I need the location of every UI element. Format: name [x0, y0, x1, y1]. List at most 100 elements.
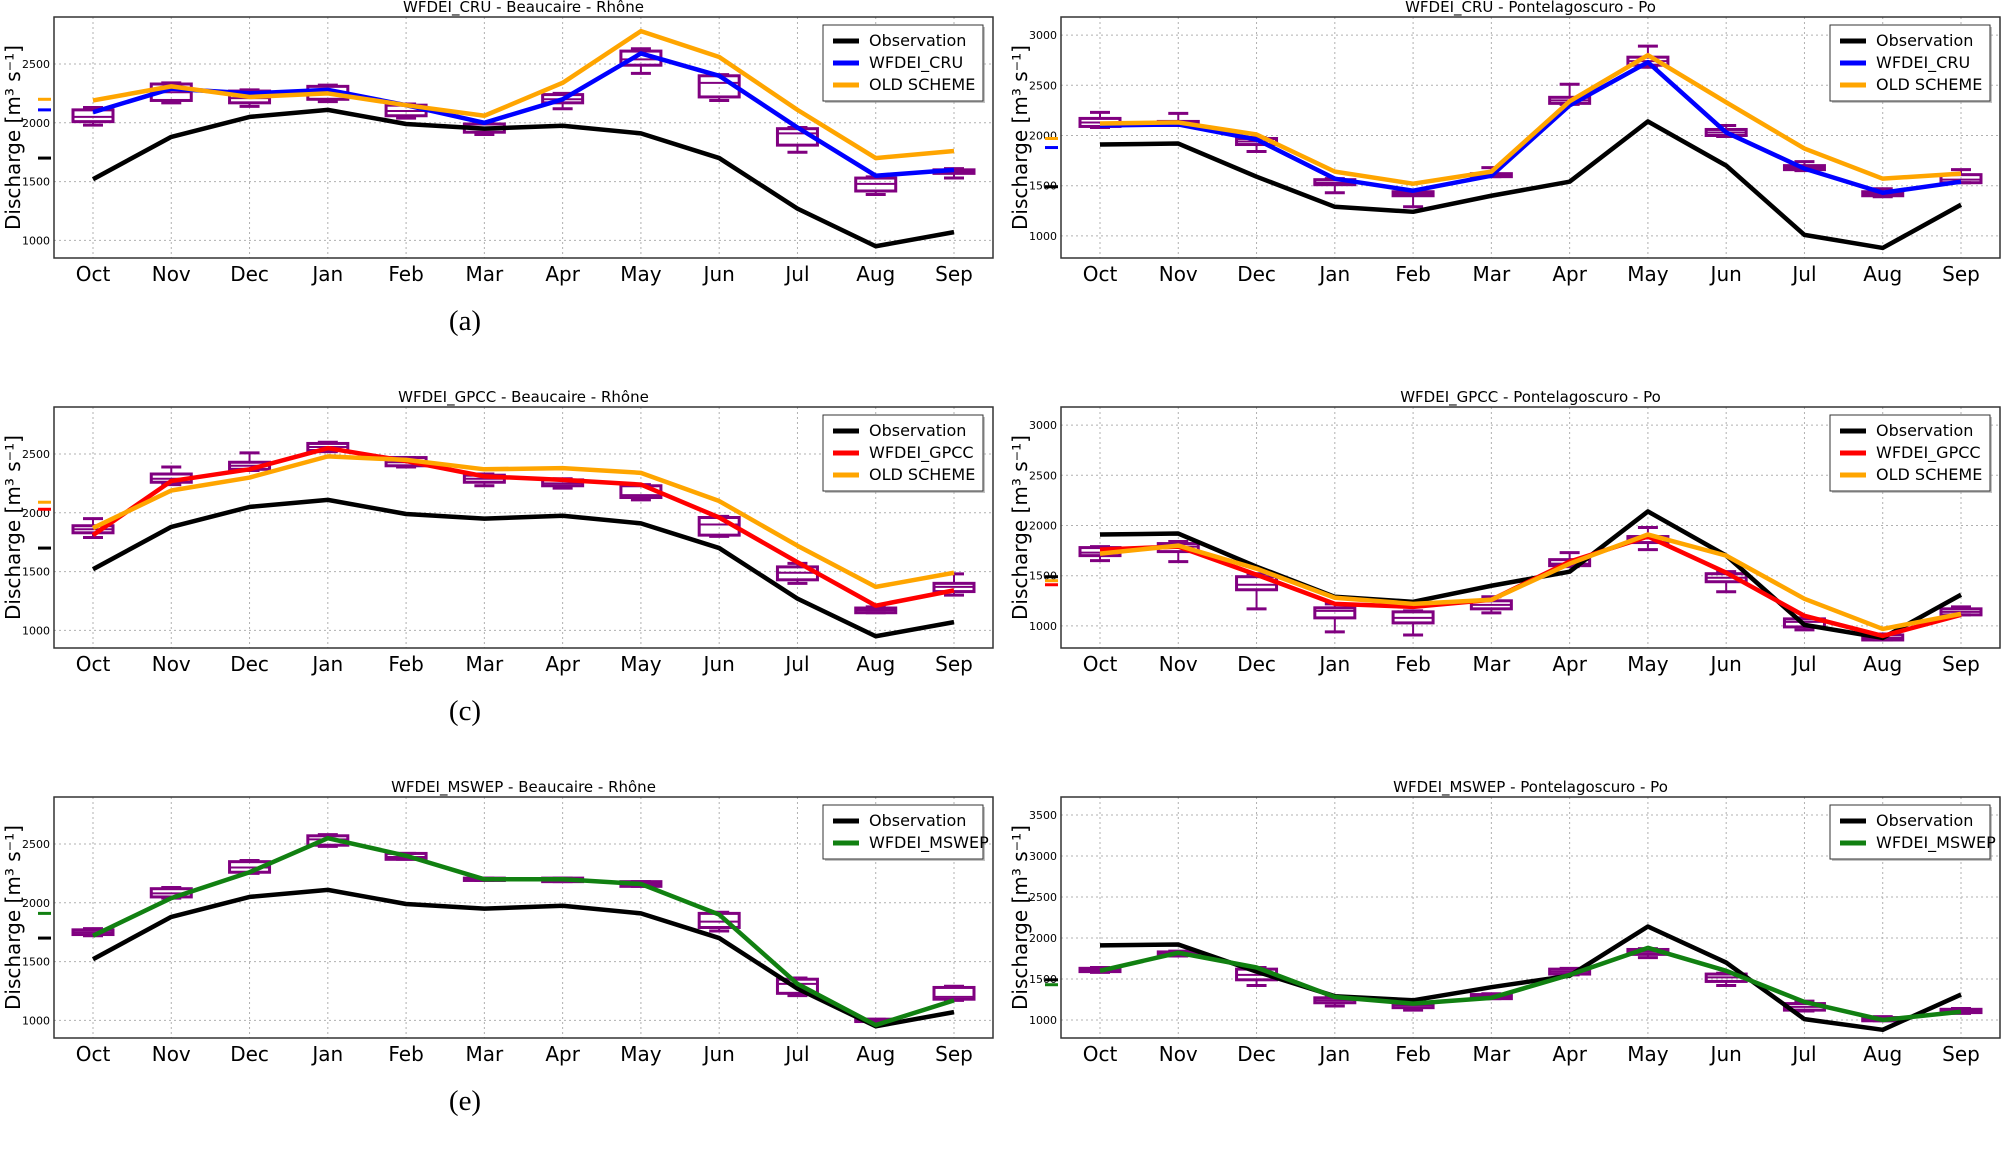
boxplot-jul [777, 563, 817, 583]
chart-title: WFDEI_MSWEP - Beaucaire - Rhône [391, 780, 656, 797]
boxplot-feb [1393, 191, 1433, 207]
legend-label: WFDEI_MSWEP [869, 833, 989, 853]
x-tick-label: Feb [1395, 1042, 1430, 1066]
x-tick-label: Nov [1159, 1042, 1198, 1066]
legend: Observation WFDEI_MSWEP [823, 805, 989, 861]
x-tick-label: Dec [230, 262, 269, 286]
x-tick-label: Jul [783, 262, 809, 286]
y-axis-label: Discharge [m³ s⁻¹] [1008, 435, 1032, 620]
chart-svg-b: WFDEI_CRU - Pontelagoscuro - Po100015002… [1007, 0, 2014, 300]
x-tick-label: Mar [465, 1042, 504, 1066]
boxplot-jul [777, 128, 817, 153]
y-axis-label: Discharge [m³ s⁻¹] [1, 435, 25, 620]
x-tick-label: Jul [783, 652, 809, 676]
legend-label: Observation [1876, 421, 1973, 440]
legend-label: OLD SCHEME [1876, 465, 1982, 484]
y-axis-label: Discharge [m³ s⁻¹] [1008, 825, 1032, 1010]
y-tick-label: 3000 [1029, 29, 1057, 42]
y-tick-label: 1000 [22, 1014, 50, 1027]
chart-svg-f: WFDEI_MSWEP - Pontelagoscuro - Po1000150… [1007, 780, 2014, 1080]
legend: Observation WFDEI_GPCC OLD SCHEME [1830, 415, 1992, 493]
x-tick-label: Oct [1083, 652, 1118, 676]
x-tick-label: Aug [856, 652, 895, 676]
x-tick-label: Aug [856, 262, 895, 286]
y-tick-label: 2500 [1029, 891, 1057, 904]
x-tick-label: Aug [856, 1042, 895, 1066]
x-tick-label: Feb [388, 652, 423, 676]
x-tick-label: Jun [702, 262, 735, 286]
x-tick-label: Dec [1237, 652, 1276, 676]
x-tick-label: Dec [1237, 1042, 1276, 1066]
x-tick-label: Apr [1552, 1042, 1587, 1066]
legend: Observation WFDEI_GPCC OLD SCHEME [823, 415, 985, 493]
chart-svg-c: WFDEI_GPCC - Beaucaire - Rhône1000150020… [0, 390, 1007, 690]
x-tick-label: Aug [1863, 262, 1902, 286]
y-tick-label: 2000 [1029, 129, 1057, 142]
legend-label: WFDEI_GPCC [869, 443, 974, 463]
x-tick-label: Mar [1472, 262, 1511, 286]
x-tick-label: Jan [310, 652, 343, 676]
x-tick-label: Jun [702, 1042, 735, 1066]
chart-title: WFDEI_GPCC - Beaucaire - Rhône [398, 390, 649, 407]
chart-panel-e: WFDEI_MSWEP - Beaucaire - Rhône 1000 1500 2… [0, 780, 1007, 1153]
series-line-observation [93, 110, 954, 246]
x-tick-label: Feb [388, 1042, 423, 1066]
y-tick-label: 2000 [1029, 519, 1057, 532]
legend: Observation WFDEI_MSWEP [1830, 805, 1996, 861]
x-tick-label: Jan [310, 1042, 343, 1066]
x-tick-label: Dec [230, 1042, 269, 1066]
chart-svg-d: WFDEI_GPCC - Pontelagoscuro - Po10001500… [1007, 390, 2014, 690]
boxplot-aug [856, 177, 896, 195]
y-tick-label: 2500 [1029, 469, 1057, 482]
y-tick-label: 2000 [1029, 932, 1057, 945]
y-tick-label: 2000 [22, 897, 50, 910]
x-tick-label: Jan [1317, 262, 1350, 286]
x-tick-label: Jun [1709, 1042, 1742, 1066]
x-tick-label: Sep [935, 262, 973, 286]
x-tick-label: Aug [1863, 1042, 1902, 1066]
legend-label: WFDEI_GPCC [1876, 443, 1981, 463]
panel-caption: (a) [415, 305, 515, 338]
boxplot-feb [1393, 611, 1433, 635]
chart-title: WFDEI_CRU - Pontelagoscuro - Po [1405, 0, 1656, 17]
y-tick-label: 1000 [1029, 1014, 1057, 1027]
legend-label: Observation [1876, 811, 1973, 830]
x-tick-label: Feb [388, 262, 423, 286]
chart-title: WFDEI_GPCC - Pontelagoscuro - Po [1400, 390, 1661, 407]
y-tick-label: 2000 [22, 117, 50, 130]
x-tick-label: Sep [1942, 652, 1980, 676]
y-axis-label: Discharge [m³ s⁻¹] [1, 825, 25, 1010]
chart-svg-e: WFDEI_MSWEP - Beaucaire - Rhône 1000 1500 2… [0, 780, 1007, 1080]
x-tick-label: May [620, 1042, 662, 1066]
x-tick-label: Oct [1083, 262, 1118, 286]
panel-caption: (e) [415, 1085, 515, 1118]
legend-label: Observation [869, 31, 966, 50]
series-line-observation [93, 500, 954, 636]
legend-label: Observation [869, 811, 966, 830]
legend-label: Observation [1876, 31, 1973, 50]
chart-svg-a: WFDEI_CRU - Beaucaire - Rhône10001500200… [0, 0, 1007, 300]
x-tick-label: Apr [545, 652, 580, 676]
x-tick-label: Jul [1790, 652, 1816, 676]
series-line-wfdei-gpcc [1100, 537, 1961, 636]
x-tick-label: Nov [1159, 652, 1198, 676]
x-tick-label: Apr [545, 1042, 580, 1066]
x-tick-label: Apr [1552, 262, 1587, 286]
series-line-wfdei-mswep [1100, 948, 1961, 1020]
legend-label: OLD SCHEME [869, 465, 975, 484]
x-tick-label: Oct [76, 1042, 111, 1066]
y-axis-label: Discharge [m³ s⁻¹] [1, 45, 25, 230]
x-tick-label: May [1627, 262, 1669, 286]
series-line-wfdei-mswep [93, 838, 954, 1025]
x-tick-label: Jun [702, 652, 735, 676]
y-tick-label: 1000 [1029, 230, 1057, 243]
legend-label: Observation [869, 421, 966, 440]
x-tick-label: May [1627, 1042, 1669, 1066]
y-tick-label: 1500 [22, 956, 50, 969]
boxplot-sep [1941, 607, 1981, 615]
x-tick-label: Jan [310, 262, 343, 286]
legend-label: WFDEI_MSWEP [1876, 833, 1996, 853]
